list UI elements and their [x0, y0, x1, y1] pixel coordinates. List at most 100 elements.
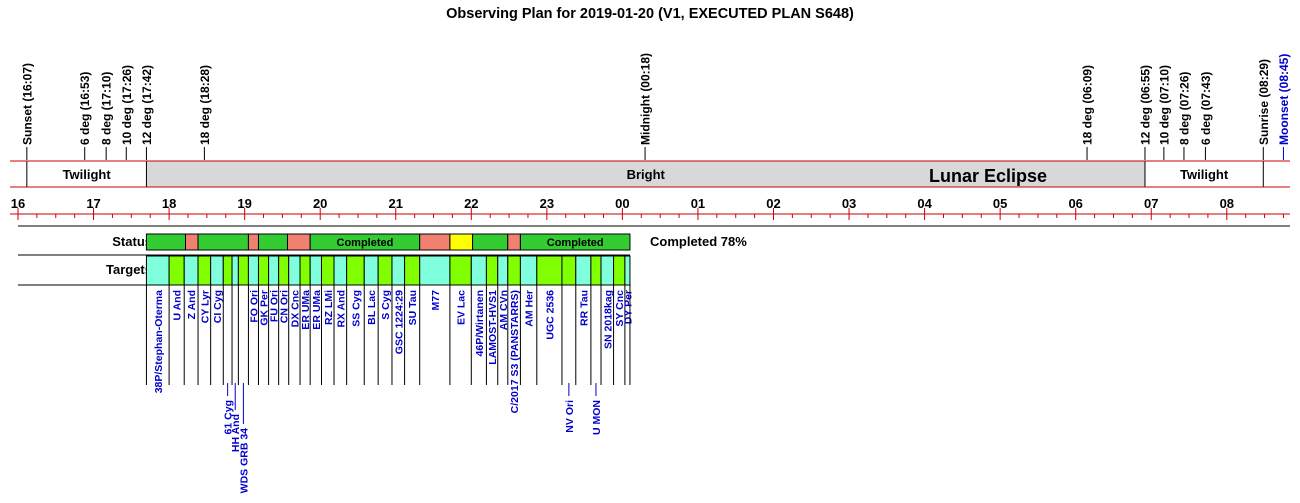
hour-label: 17: [86, 196, 100, 211]
target-block: [222, 255, 233, 286]
status-segment: [257, 233, 288, 251]
status-row: Status Completed Completed Completed 78%: [18, 225, 1290, 286]
twilight-right-label: Twilight: [1180, 167, 1229, 182]
hour-label: 22: [464, 196, 478, 211]
status-segment: [449, 233, 474, 251]
hour-label: 01: [691, 196, 705, 211]
target-block: [575, 255, 592, 286]
target-name: CI Cyg: [212, 290, 224, 323]
event-label: 12 deg (17:42): [140, 65, 154, 145]
target-block: [419, 255, 451, 286]
target-block: [197, 255, 212, 286]
target-block: [624, 255, 631, 286]
target-name: ER UMa: [311, 290, 323, 330]
hour-label: 08: [1220, 196, 1234, 211]
target-name: EV Lac: [456, 290, 468, 325]
target-name: 38P/Stephan-Oterma: [153, 290, 165, 393]
target-name: C/2017 S3 (PANSTARRS): [509, 290, 521, 413]
hour-label: 20: [313, 196, 327, 211]
target-block: [210, 255, 224, 286]
target-name: SN 2018kag: [602, 290, 614, 349]
event-label: Sunset (16:07): [20, 63, 34, 145]
target-block: [247, 255, 259, 286]
target-name: Z And: [186, 290, 198, 319]
target-name: HH And: [230, 414, 242, 452]
status-segment: [419, 233, 451, 251]
target-block: [309, 255, 322, 286]
page-title: Observing Plan for 2019-01-20 (V1, EXECU…: [446, 6, 854, 22]
hour-label: 04: [917, 196, 932, 211]
target-name: BL Lac: [366, 290, 378, 325]
target-name: FU Ori: [269, 290, 281, 322]
target-block: [268, 255, 280, 286]
hour-label: 05: [993, 196, 1007, 211]
target-name: U MON: [591, 400, 603, 435]
status-segment-label: Completed: [547, 237, 604, 249]
target-name: RZ LMi: [323, 290, 335, 325]
targets-row: Targets 38P/Stephan-Oterma U And Z And CY Ly…: [106, 255, 634, 493]
event-label: Moonset (08:45): [1277, 54, 1291, 145]
target-block: [320, 255, 335, 286]
target-block: [168, 255, 185, 286]
twilight-left-label: Twilight: [63, 167, 112, 182]
target-block: [600, 255, 615, 286]
target-block: [590, 255, 602, 286]
status-segment: [184, 233, 199, 251]
target-block: [257, 255, 270, 286]
target-name: NV Ori: [564, 400, 576, 433]
target-block: [470, 255, 487, 286]
target-block: [485, 255, 499, 286]
status-segment: [197, 233, 249, 251]
event-label: Sunrise (08:29): [1257, 59, 1271, 145]
status-segment: [507, 233, 521, 251]
status-segment: [286, 233, 311, 251]
hour-label: 18: [162, 196, 176, 211]
hour-label: 23: [540, 196, 554, 211]
event-label: 8 deg (17:10): [100, 72, 114, 145]
event-label: 10 deg (17:26): [120, 65, 134, 145]
hour-label: 07: [1144, 196, 1158, 211]
status-segment: [247, 233, 259, 251]
target-block: [288, 255, 301, 286]
target-block: [449, 255, 472, 286]
event-label: 18 deg (18:28): [198, 65, 212, 145]
target-name: 61 Cyg: [223, 400, 235, 434]
targets-row-label: Targets: [106, 262, 152, 277]
target-name: SY Cnc: [614, 290, 626, 327]
event-label: 6 deg (16:53): [78, 72, 92, 145]
target-block: [519, 255, 538, 286]
event-label: 10 deg (07:10): [1157, 65, 1171, 145]
target-block: [299, 255, 311, 286]
hour-label: 06: [1068, 196, 1082, 211]
status-segment: [519, 233, 631, 251]
target-block: [346, 255, 365, 286]
event-label: 6 deg (07:43): [1199, 72, 1213, 145]
target-block: [507, 255, 521, 286]
target-name: SU Tau: [407, 290, 419, 325]
status-segment: [472, 233, 509, 251]
hour-label: 03: [842, 196, 856, 211]
hour-label: 21: [389, 196, 403, 211]
event-label: 18 deg (06:09): [1081, 65, 1095, 145]
event-label: 8 deg (07:26): [1177, 72, 1191, 145]
event-label: 12 deg (06:55): [1138, 65, 1152, 145]
target-name: AM CVn: [498, 290, 510, 330]
status-row-label: Status: [112, 234, 152, 249]
status-segment-label: Completed: [337, 237, 394, 249]
event-markers: Sunset (16:07) 6 deg (16:53) 8 deg (17:10)…: [20, 53, 1291, 160]
bright-period: [145, 160, 1146, 188]
target-name: RX And: [335, 290, 347, 328]
target-block: [231, 255, 239, 286]
hour-label: 16: [11, 196, 25, 211]
target-name: UGC 2536: [544, 290, 556, 340]
event-label: Midnight (00:18): [639, 53, 653, 145]
target-block: [333, 255, 348, 286]
target-block: [404, 255, 421, 286]
target-block: [391, 255, 406, 286]
target-name: CN Ori: [279, 290, 291, 323]
hour-label: 00: [615, 196, 629, 211]
target-block: [561, 255, 577, 286]
target-name: GK Per: [259, 290, 271, 326]
status-summary: Completed 78%: [650, 234, 747, 249]
